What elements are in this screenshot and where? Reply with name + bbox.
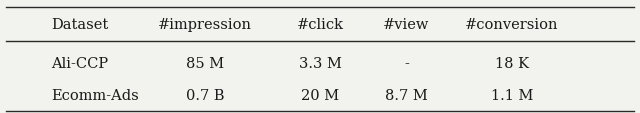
Text: #conversion: #conversion [465,18,559,32]
Text: 8.7 M: 8.7 M [385,88,428,102]
Text: #view: #view [383,18,429,32]
Text: Ali-CCP: Ali-CCP [51,56,108,70]
Text: 3.3 M: 3.3 M [299,56,341,70]
Text: Ecomm-Ads: Ecomm-Ads [51,88,139,102]
Text: #click: #click [296,18,344,32]
Text: 85 M: 85 M [186,56,224,70]
Text: Dataset: Dataset [51,18,108,32]
Text: 20 M: 20 M [301,88,339,102]
Text: -: - [404,56,409,70]
Text: #impression: #impression [158,18,252,32]
Text: 1.1 M: 1.1 M [491,88,533,102]
Text: 18 K: 18 K [495,56,529,70]
Text: 0.7 B: 0.7 B [186,88,224,102]
